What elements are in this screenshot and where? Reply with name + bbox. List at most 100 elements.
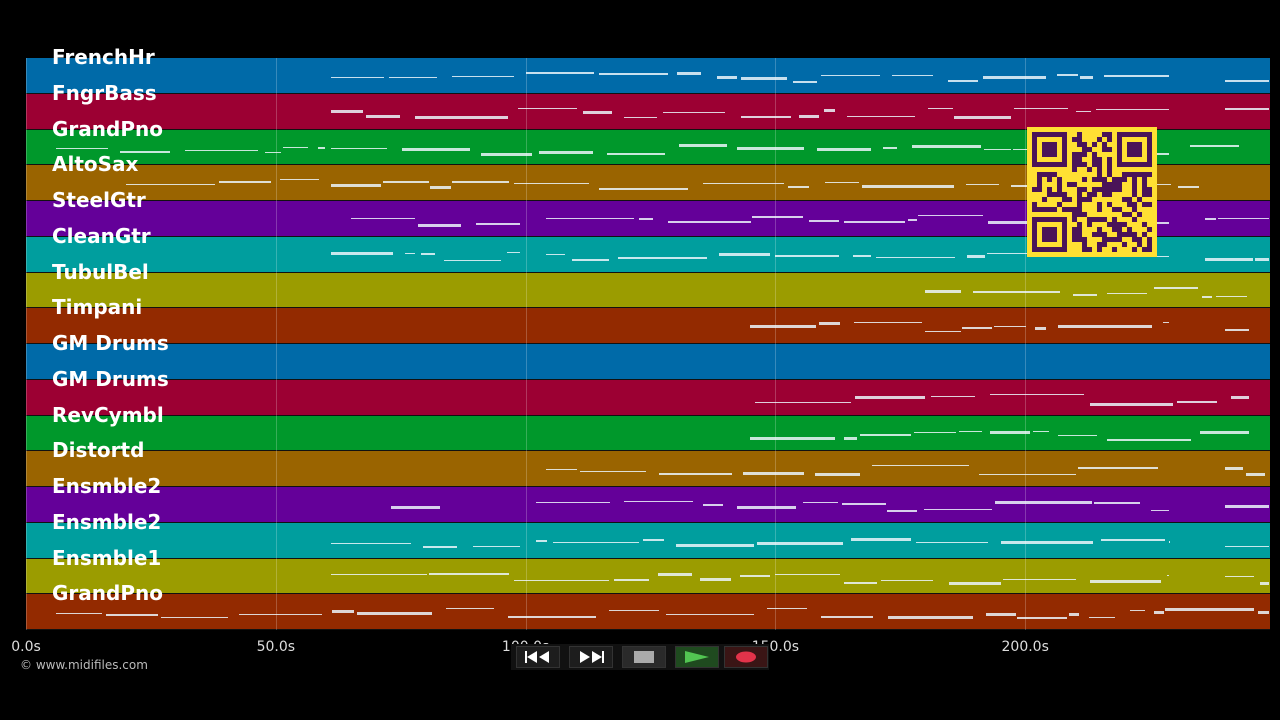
note-bar bbox=[1245, 473, 1266, 477]
note-bar bbox=[862, 185, 954, 189]
note-bar bbox=[430, 186, 451, 190]
time-tick-label: 50.0s bbox=[256, 639, 296, 655]
note-bar bbox=[598, 73, 669, 75]
note-bar bbox=[676, 72, 702, 75]
note-bar bbox=[125, 184, 216, 186]
gridline bbox=[26, 58, 27, 630]
note-bar bbox=[700, 577, 731, 581]
note-bar bbox=[802, 502, 838, 503]
note-bar bbox=[850, 537, 911, 541]
note-bar bbox=[366, 114, 400, 118]
track-lane bbox=[26, 379, 1270, 416]
note-bar bbox=[1154, 286, 1198, 289]
transport-controls bbox=[511, 644, 769, 670]
note-bar bbox=[55, 147, 108, 149]
note-bar bbox=[444, 259, 501, 261]
note-bar bbox=[538, 150, 593, 154]
track-lane bbox=[26, 594, 1270, 630]
note-bar bbox=[853, 322, 922, 324]
note-bar bbox=[1089, 617, 1116, 619]
note-bar bbox=[1260, 581, 1269, 585]
note-bar bbox=[985, 613, 1016, 617]
note-bar bbox=[740, 574, 771, 577]
note-bar bbox=[518, 107, 578, 109]
note-bar bbox=[526, 72, 595, 74]
qr-pattern bbox=[1032, 132, 1152, 252]
note-bar bbox=[678, 143, 728, 147]
note-bar bbox=[808, 220, 840, 222]
track-label: SteelGtr bbox=[52, 188, 146, 212]
track-lane bbox=[26, 487, 1270, 523]
note-bar bbox=[1034, 327, 1047, 331]
note-bar bbox=[332, 610, 354, 614]
note-bar bbox=[925, 331, 961, 333]
note-bar bbox=[1106, 292, 1147, 294]
track-label: FrenchHr bbox=[52, 45, 155, 69]
note-bar bbox=[718, 252, 770, 256]
qr-code-image[interactable] bbox=[1027, 127, 1157, 257]
note-bar bbox=[880, 579, 933, 581]
note-bar bbox=[1258, 611, 1269, 615]
note-bar bbox=[917, 215, 983, 216]
note-bar bbox=[860, 433, 912, 436]
fast-forward-button[interactable] bbox=[569, 646, 613, 668]
note-bar bbox=[1199, 430, 1249, 434]
note-bar bbox=[264, 151, 281, 153]
stop-button[interactable] bbox=[622, 646, 666, 668]
note-bar bbox=[1169, 540, 1171, 543]
note-bar bbox=[475, 223, 520, 225]
note-bar bbox=[843, 221, 906, 223]
track-label: Distortd bbox=[52, 438, 145, 463]
note-bar bbox=[218, 181, 272, 184]
note-bar bbox=[798, 114, 819, 118]
note-bar bbox=[318, 146, 325, 149]
note-bar bbox=[445, 608, 494, 610]
gridline bbox=[525, 58, 527, 630]
note-bar bbox=[417, 224, 461, 227]
note-bar bbox=[846, 115, 915, 117]
note-bar bbox=[1056, 74, 1078, 76]
note-bar bbox=[1077, 467, 1158, 470]
note-bar bbox=[607, 152, 666, 155]
note-bar bbox=[995, 501, 1092, 504]
rewind-icon bbox=[525, 651, 549, 663]
note-bar bbox=[623, 116, 657, 118]
note-bar bbox=[925, 289, 962, 293]
note-bar bbox=[1152, 152, 1170, 155]
note-bar bbox=[658, 473, 732, 476]
rewind-button[interactable] bbox=[516, 646, 560, 668]
note-bar bbox=[1225, 505, 1269, 508]
track-label: GM Drums bbox=[52, 366, 169, 391]
note-bar bbox=[1016, 617, 1068, 620]
note-bar bbox=[841, 503, 887, 505]
note-bar bbox=[716, 76, 737, 79]
note-bar bbox=[757, 541, 844, 545]
note-bar bbox=[356, 612, 432, 616]
note-bar bbox=[401, 147, 471, 151]
note-bar bbox=[987, 252, 1032, 254]
note-bar bbox=[740, 115, 791, 118]
note-bar bbox=[914, 431, 956, 433]
credit-text: © www.midifiles.com bbox=[20, 658, 148, 672]
note-bar bbox=[982, 76, 1046, 79]
note-bar bbox=[1225, 107, 1269, 110]
note-bar bbox=[161, 617, 229, 619]
note-bar bbox=[948, 581, 1001, 585]
note-bar bbox=[608, 610, 659, 612]
note-bar bbox=[535, 539, 547, 542]
note-bar bbox=[752, 216, 803, 218]
note-bar bbox=[552, 541, 640, 543]
note-bar bbox=[676, 543, 755, 547]
note-bar bbox=[774, 573, 840, 575]
note-bar bbox=[383, 181, 429, 184]
note-bar bbox=[1089, 402, 1174, 406]
note-bar bbox=[330, 251, 394, 255]
note-bar bbox=[892, 75, 933, 76]
record-button[interactable] bbox=[724, 646, 768, 668]
note-bar bbox=[843, 581, 878, 584]
note-bar bbox=[923, 509, 992, 510]
play-button[interactable] bbox=[675, 646, 719, 668]
time-tick-label: 200.0s bbox=[1001, 639, 1049, 655]
track-label: RevCymbl bbox=[52, 402, 164, 427]
note-bar bbox=[988, 221, 1036, 224]
